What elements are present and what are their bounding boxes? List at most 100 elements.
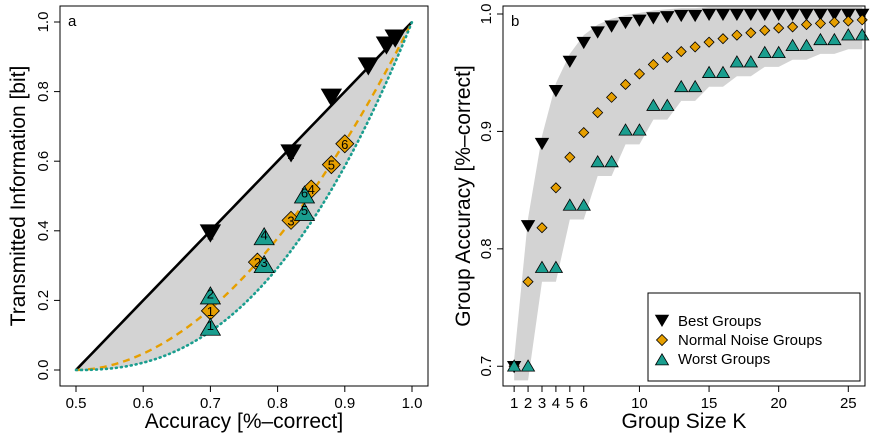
- marker-best-groups-k11: [646, 12, 661, 25]
- marker-normal-noise-groups-k7: [592, 107, 604, 119]
- point-label-best-1: 1: [207, 227, 214, 242]
- point-label-worst-1: 1: [207, 318, 214, 333]
- marker-best-groups-k5: [562, 55, 578, 68]
- x-tick-label-b: 20: [770, 395, 787, 412]
- marker-normal-noise-groups-k14: [689, 41, 701, 53]
- normal-curve: [75, 21, 414, 372]
- marker-best-4: [357, 57, 380, 76]
- legend-label-worst: Worst Groups: [678, 351, 770, 368]
- marker-best-groups-k15: [701, 8, 717, 21]
- marker-worst-groups-k21: [785, 38, 800, 51]
- marker-best-groups-k25: [841, 8, 856, 21]
- y-axis-ticks-b: 0.7 0.8 0.9 1.0: [478, 4, 503, 377]
- legend-marker-worst: [654, 353, 670, 366]
- point-label-best-5: 5: [383, 39, 390, 54]
- y-tick-label-a: 0.0: [35, 360, 52, 381]
- marker-normal-noise-groups-k12: [661, 51, 673, 64]
- x-tick-label-b: 4: [552, 395, 560, 412]
- marker-worst-groups-k6: [576, 198, 591, 211]
- marker-best-groups-k17: [729, 8, 745, 21]
- legend-marker-normal: [655, 333, 669, 347]
- marker-worst-groups-k8: [604, 154, 619, 168]
- curves-a: [74, 20, 414, 372]
- x-axis-title-a: Accuracy [%–correct]: [145, 410, 343, 433]
- point-label-best-4: 4: [365, 60, 372, 75]
- panel-b: 1 2 3 4 5 6 10 15 20 25 0.7 0.8 0.9 1.0 b Group Size…: [452, 4, 870, 433]
- marker-worst-groups-k1: [506, 359, 522, 372]
- x-tick-label-a: 0.8: [267, 395, 288, 412]
- marker-worst-6: [293, 185, 316, 204]
- x-tick-label-a: 0.5: [66, 395, 87, 412]
- marker-best-groups-k7: [590, 26, 605, 39]
- marker-best-groups-k14: [687, 9, 703, 23]
- marker-worst-groups-k11: [646, 98, 661, 111]
- marker-normal-5: [321, 155, 341, 175]
- marker-best-groups-k6: [576, 36, 591, 50]
- marker-normal-noise-groups-k15: [703, 36, 715, 48]
- marker-worst-2: [199, 286, 222, 305]
- marker-best-groups-k8: [604, 20, 619, 33]
- y-tick-label-a: 0.6: [35, 151, 52, 172]
- marker-best-3: [320, 88, 343, 107]
- marker-best-groups-k10: [632, 14, 647, 27]
- y-axis-ticks-a: 0.0 0.2 0.4 0.6 0.8 1.0: [35, 12, 60, 381]
- marker-worst-groups-k3: [534, 260, 550, 273]
- point-label-normal-5: 5: [328, 158, 335, 173]
- plot-frame-a: [59, 5, 429, 387]
- x-tick-label-b: 1: [510, 395, 518, 412]
- x-axis-ticks-b: 1 2 3 4 5 6 10 15 20 25: [510, 386, 857, 412]
- marker-normal-noise-groups-k4: [550, 182, 562, 194]
- point-label-best-2: 2: [287, 147, 294, 162]
- marker-best-groups-k3: [534, 137, 550, 151]
- point-label-normal-2: 2: [254, 255, 261, 270]
- x-tick-label-b: 15: [701, 395, 718, 412]
- point-label-best-6: 6: [392, 32, 399, 47]
- point-label-worst-6: 6: [301, 186, 308, 201]
- marker-worst-groups-k17: [729, 55, 745, 68]
- y-tick-label-a: 0.8: [35, 81, 52, 102]
- marker-best-groups-k20: [771, 8, 786, 21]
- x-tick-label-a: 0.7: [200, 395, 221, 412]
- marker-normal-noise-groups-k8: [606, 91, 618, 103]
- point-label-normal-1: 1: [207, 304, 214, 319]
- y-tick-label-a: 1.0: [35, 12, 52, 33]
- legend-marker-best: [654, 314, 670, 327]
- y-tick-label-b: 0.7: [478, 356, 495, 377]
- marker-best-6: [384, 29, 406, 48]
- x-tick-label-b: 6: [580, 395, 588, 412]
- marker-normal-noise-groups-k10: [633, 68, 646, 80]
- x-tick-label-b: 5: [566, 395, 574, 412]
- marker-normal-noise-groups-k5: [564, 151, 576, 163]
- marker-worst-groups-k24: [827, 32, 842, 46]
- marker-best-2: [280, 144, 302, 163]
- marker-worst-groups-k18: [743, 55, 759, 68]
- marker-best-groups-k2: [520, 220, 536, 233]
- y-axis-title-a: Transmitted Information [bit]: [7, 66, 30, 327]
- marker-worst-groups-k20: [771, 45, 786, 59]
- marker-worst-5: [293, 202, 316, 221]
- marker-worst-groups-k12: [660, 98, 675, 111]
- panel-label-b: b: [511, 13, 519, 30]
- marker-worst-groups-k19: [757, 45, 772, 59]
- point-label-worst-4: 4: [261, 227, 268, 242]
- marker-worst-groups-k2: [520, 359, 536, 372]
- marker-best-groups-k4: [548, 85, 564, 98]
- marker-worst-groups-k7: [590, 154, 605, 168]
- marker-best-1: [199, 224, 222, 243]
- legend-label-normal: Normal Noise Groups: [678, 332, 822, 349]
- y-tick-label-b: 0.8: [478, 238, 495, 259]
- band-area-b: [514, 6, 863, 381]
- marker-best-groups-k22: [799, 8, 814, 21]
- marker-worst-groups-k22: [799, 38, 814, 51]
- legend: Best Groups Normal Noise Groups Worst Gr…: [647, 292, 861, 382]
- marker-worst-1: [199, 317, 222, 336]
- x-tick-label-b: 10: [631, 395, 648, 412]
- marker-normal-noise-groups-k13: [675, 46, 687, 58]
- marker-normal-noise-groups-k19: [759, 24, 771, 37]
- marker-normal-noise-groups-k3: [536, 222, 548, 234]
- x-tick-label-a: 1.0: [402, 395, 423, 412]
- marker-normal-noise-groups-k24: [828, 16, 840, 28]
- marker-best-groups-k23: [813, 8, 828, 21]
